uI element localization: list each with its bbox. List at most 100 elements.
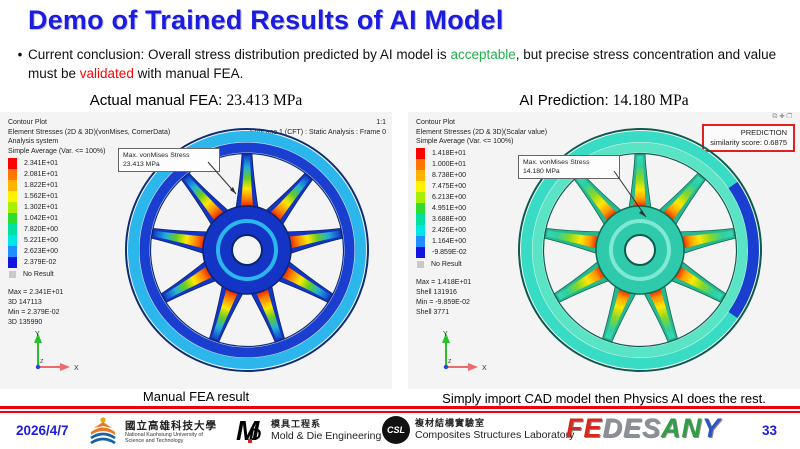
right-header-value: 14.180 MPa	[612, 92, 689, 109]
legend-value: 1.418E+01	[432, 150, 467, 157]
legend-color-swatch	[8, 169, 17, 180]
svg-text:X: X	[482, 365, 487, 372]
legend-entry: 3.688E+00	[416, 214, 467, 225]
legend-entry: 4.951E+00	[416, 203, 467, 214]
plus-icon[interactable]: ✚	[779, 113, 787, 120]
svg-text:X: X	[74, 365, 79, 372]
ai-wheel-contour-plot	[518, 128, 762, 372]
legend-value: 6.213E+00	[432, 194, 467, 201]
fedesany-letter: D	[602, 413, 624, 443]
legend-value: 2.341E+01	[24, 160, 59, 167]
footer-rule-bottom	[0, 411, 800, 413]
legend-entry: 1.302E+01	[8, 202, 58, 213]
fedesany-logo: FEDESANY	[566, 413, 721, 444]
fea-wheel-contour-plot	[125, 128, 369, 372]
university-name-zh: 國立高雄科技大學	[125, 419, 217, 432]
department-name-zh: 模具工程系	[271, 419, 322, 429]
legend-color-swatch	[8, 180, 17, 191]
legend-entry: 1.418E+01	[416, 148, 467, 159]
legend-color-swatch	[416, 247, 425, 258]
legend-value: 1.302E+01	[24, 204, 59, 211]
max-stress-callout: Max. vonMises Stress 14.180 MPa	[518, 155, 620, 179]
legend-color-swatch	[8, 213, 17, 224]
subcase-label: Subcase 1 (CFT) : Static Analysis : Fram…	[249, 128, 386, 136]
legend-color-swatch	[416, 192, 425, 203]
legend-color-swatch	[416, 159, 425, 170]
legend-value: 1.562E+01	[24, 193, 59, 200]
slide-date: 2026/4/7	[16, 423, 69, 438]
left-panel-header: Actual manual FEA: 23.413 MPa	[89, 92, 303, 109]
legend-entry: 6.213E+00	[416, 192, 467, 203]
right-panel-header: AI Prediction: 14.180 MPa	[519, 92, 689, 109]
left-header-value: 23.413 MPa	[226, 92, 303, 109]
legend-entry: 1.164E+00	[416, 236, 467, 247]
legend-color-swatch	[8, 158, 17, 169]
fedesany-letter: Y	[702, 413, 722, 443]
stress-legend: 1.418E+01 1.000E+01 8.738E+00 7.475E+00 6.21…	[416, 148, 467, 270]
legend-value: 8.738E+00	[432, 172, 467, 179]
legend-entry: 2.623E+00	[8, 246, 58, 257]
similarity-score: similarity score: 0.6875	[710, 138, 787, 147]
viewer-toolbar: ⧉✚❐	[772, 113, 794, 121]
legend-color-swatch	[416, 181, 425, 192]
legend-entry: 1.000E+01	[416, 159, 467, 170]
no-result-swatch	[9, 271, 16, 278]
copy-icon[interactable]: ⧉	[772, 113, 780, 120]
window-icon[interactable]: ❐	[786, 113, 794, 120]
laboratory-block: CSL 複材結構實驗室 Composites Structures Labora…	[382, 416, 574, 444]
department-name-en: Mold & Die Engineering	[271, 430, 382, 442]
ai-prediction-panel: Contour Plot Element Stresses (2D & 3D)(…	[408, 112, 800, 389]
laboratory-name-zh: 複材結構實驗室	[415, 418, 486, 428]
legend-entry: -9.859E-02	[416, 247, 467, 258]
stress-legend: 2.341E+01 2.081E+01 1.822E+01 1.562E+01 1.30…	[8, 158, 58, 280]
highlight-acceptable: acceptable	[450, 47, 516, 62]
subcase-info: 1:1 Subcase 1 (CFT) : Static Analysis : …	[250, 118, 386, 137]
legend-entry: 1.562E+01	[8, 191, 58, 202]
legend-stats: Max = 1.418E+01 Shell 131916 Min = -9.85…	[416, 279, 472, 316]
legend-color-swatch	[8, 191, 17, 202]
legend-entry: 2.081E+01	[8, 169, 58, 180]
fedesany-letter: F	[566, 413, 584, 443]
legend-value: 1.000E+01	[432, 161, 467, 168]
fedesany-letter: S	[642, 413, 662, 443]
legend-no-result: No Result	[8, 269, 58, 280]
svg-text:Z: Z	[448, 359, 452, 365]
legend-value: 1.042E+01	[24, 215, 59, 222]
svg-text:Z: Z	[40, 359, 44, 365]
prediction-score-box: PREDICTION similarity score: 0.6875	[702, 124, 795, 152]
legend-color-swatch	[416, 148, 425, 159]
no-result-swatch	[417, 261, 424, 268]
mold-die-logo-icon: M D	[236, 415, 262, 446]
svg-text:Y: Y	[35, 331, 40, 338]
page-number: 33	[762, 423, 778, 438]
fedesany-letter: E	[583, 413, 603, 443]
legend-value: -9.859E-02	[432, 249, 467, 256]
legend-value: 4.951E+00	[432, 205, 467, 212]
legend-entry: 8.738E+00	[416, 170, 467, 181]
fedesany-letter: N	[681, 413, 703, 443]
legend-entry: 2.426E+00	[416, 225, 467, 236]
svg-text:Y: Y	[443, 331, 448, 338]
conclusion-text: Current conclusion: Overall stress distr…	[28, 47, 777, 81]
footer-rule-top	[0, 406, 800, 409]
legend-color-swatch	[8, 257, 17, 268]
legend-color-swatch	[416, 214, 425, 225]
axis-triad: Y X Z	[34, 331, 79, 372]
legend-color-swatch	[8, 224, 17, 235]
department-block: M D 模具工程系 Mold & Die Engineering	[236, 416, 381, 446]
university-logo-icon	[90, 417, 116, 445]
legend-entry: 7.475E+00	[416, 181, 467, 192]
axis-triad: Y X Z	[442, 331, 487, 372]
legend-color-swatch	[8, 235, 17, 246]
legend-value: 2.081E+01	[24, 171, 59, 178]
legend-value: 1.164E+00	[432, 238, 467, 245]
legend-value: 5.221E+00	[24, 237, 59, 244]
contour-info-block: Contour Plot Element Stresses (2D & 3D)(…	[416, 119, 548, 145]
legend-color-swatch	[416, 225, 425, 236]
csl-lab-logo-icon: CSL	[382, 416, 410, 444]
bullet-marker: •	[17, 47, 23, 62]
legend-color-swatch	[416, 203, 425, 214]
highlight-validated: validated	[79, 66, 134, 81]
legend-entry: 7.820E+00	[8, 224, 58, 235]
